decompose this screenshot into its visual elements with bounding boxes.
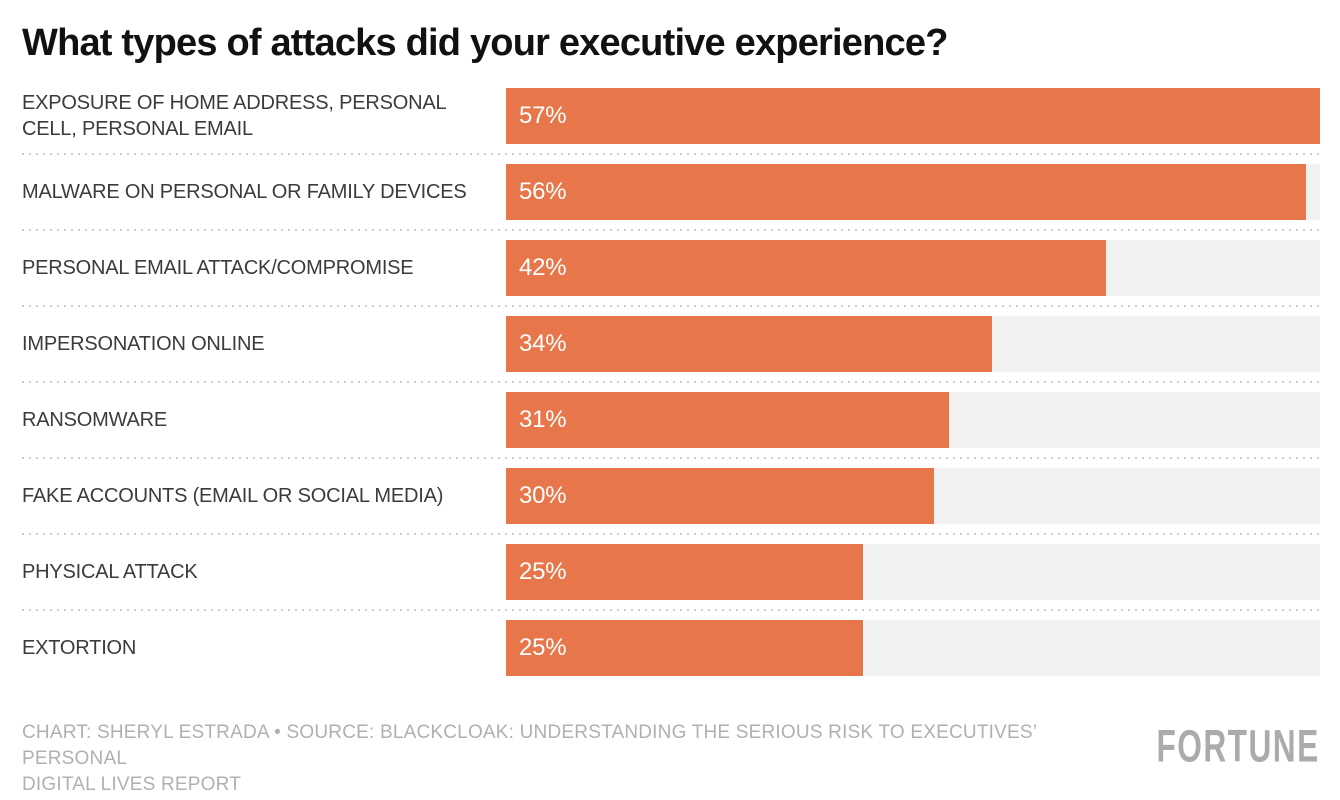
bar-value-label: 56% <box>519 178 567 205</box>
bar-track: 25% <box>506 544 1320 600</box>
bar-fill: 25% <box>506 620 864 676</box>
bar-label: IMPERSONATION ONLINE <box>22 333 265 355</box>
bar-fill: 42% <box>506 240 1106 296</box>
row-separator <box>22 381 1320 383</box>
chart-title: What types of attacks did your executive… <box>22 22 948 64</box>
bar-label: EXTORTION <box>22 637 137 659</box>
bar-track: 42% <box>506 240 1320 296</box>
bar-fill: 34% <box>506 316 992 372</box>
bar-row: FAKE ACCOUNTS (EMAIL OR SOCIAL MEDIA) 30% <box>22 468 1320 524</box>
row-separator <box>22 609 1320 611</box>
bar-value-label: 25% <box>519 558 567 585</box>
bar-value-label: 34% <box>519 330 567 357</box>
bar-value-label: 25% <box>519 634 567 661</box>
bar-value-label: 57% <box>519 102 567 129</box>
bar-fill: 25% <box>506 544 864 600</box>
fortune-logo: FORTUNE <box>1156 720 1320 772</box>
bar-track: 57% <box>506 88 1320 144</box>
bar-label: FAKE ACCOUNTS (EMAIL OR SOCIAL MEDIA) <box>22 485 444 507</box>
bar-fill: 56% <box>506 164 1306 220</box>
bar-label: MALWARE ON PERSONAL OR FAMILY DEVICES <box>22 181 467 203</box>
bar-value-label: 42% <box>519 254 567 281</box>
bar-track: 30% <box>506 468 1320 524</box>
bar-row: MALWARE ON PERSONAL OR FAMILY DEVICES 56% <box>22 164 1320 220</box>
credit-line-1: CHART: SHERYL ESTRADA • SOURCE: BLACKCLO… <box>22 722 1037 769</box>
bar-label: PERSONAL EMAIL ATTACK/COMPROMISE <box>22 257 414 279</box>
bar-label: EXPOSURE OF HOME ADDRESS, PERSONAL CELL,… <box>22 92 446 140</box>
bar-row: EXPOSURE OF HOME ADDRESS, PERSONAL CELL,… <box>22 88 1320 144</box>
bar-track: 31% <box>506 392 1320 448</box>
row-separator <box>22 229 1320 231</box>
bar-track: 56% <box>506 164 1320 220</box>
bar-chart: EXPOSURE OF HOME ADDRESS, PERSONAL CELL,… <box>22 88 1320 676</box>
bar-row: PERSONAL EMAIL ATTACK/COMPROMISE 42% <box>22 240 1320 296</box>
credit-line-2: DIGITAL LIVES REPORT <box>22 774 242 795</box>
bar-track: 34% <box>506 316 1320 372</box>
row-separator <box>22 533 1320 535</box>
bar-label: PHYSICAL ATTACK <box>22 561 198 583</box>
bar-fill: 30% <box>506 468 935 524</box>
bar-row: EXTORTION 25% <box>22 620 1320 676</box>
row-separator <box>22 457 1320 459</box>
bar-value-label: 30% <box>519 482 567 509</box>
bar-value-label: 31% <box>519 406 567 433</box>
row-separator <box>22 305 1320 307</box>
bar-row: PHYSICAL ATTACK 25% <box>22 544 1320 600</box>
row-separator <box>22 153 1320 155</box>
bar-fill: 31% <box>506 392 949 448</box>
bar-track: 25% <box>506 620 1320 676</box>
credit-text: CHART: SHERYL ESTRADA • SOURCE: BLACKCLO… <box>22 720 1093 798</box>
footer: CHART: SHERYL ESTRADA • SOURCE: BLACKCLO… <box>22 720 1320 798</box>
bar-row: RANSOMWARE 31% <box>22 392 1320 448</box>
bar-row: IMPERSONATION ONLINE 34% <box>22 316 1320 372</box>
bar-fill: 57% <box>506 88 1320 144</box>
bar-label: RANSOMWARE <box>22 409 168 431</box>
